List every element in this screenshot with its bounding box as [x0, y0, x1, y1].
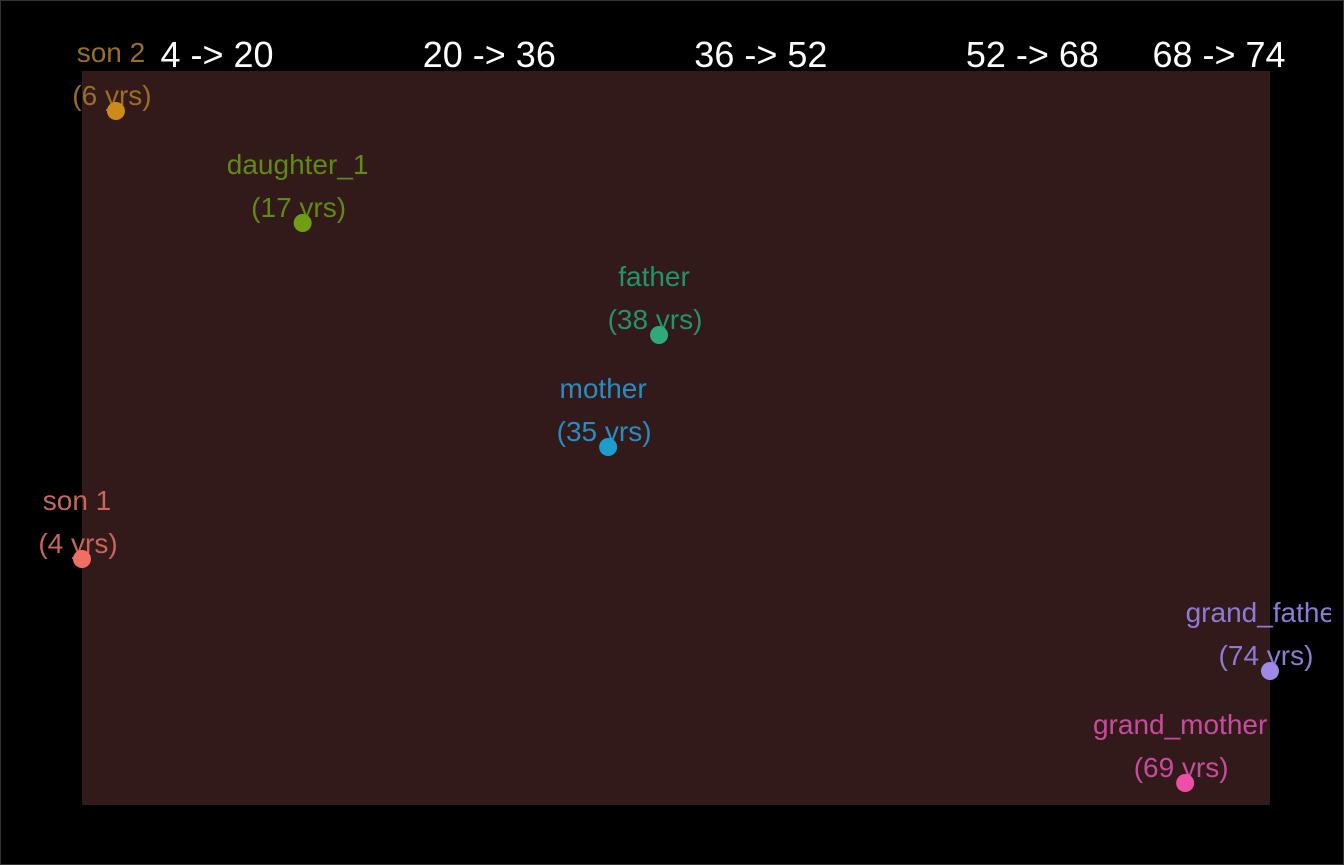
data-point-marker	[106, 102, 125, 120]
data-point-group: grand_father(74 yrs)	[1186, 597, 1344, 680]
point-name-label: father	[618, 261, 690, 292]
age-band-label: 68 -> 74	[1152, 34, 1285, 75]
point-name-label: mother	[560, 373, 647, 404]
data-point-group: grand_mother(69 yrs)	[1093, 709, 1267, 792]
age-band-label: 4 -> 20	[160, 34, 273, 75]
point-name-label: grand_mother	[1093, 709, 1267, 740]
age-band-labels: 4 -> 20 20 -> 36 36 -> 52 52 -> 68 68 -> 74	[160, 34, 1285, 75]
data-point-marker	[1261, 662, 1279, 680]
data-points: son 2(6 yrs) daughter_1(17 yrs) father(38 …	[38, 37, 1344, 792]
age-band-label: 52 -> 68	[966, 34, 1099, 75]
data-point-group: father(38 yrs)	[608, 261, 702, 344]
data-point-marker	[599, 438, 618, 456]
point-name-label: grand_father	[1186, 597, 1344, 628]
data-point-marker	[1176, 774, 1195, 792]
data-point-group: son 2(6 yrs)	[72, 37, 152, 120]
data-point-marker	[293, 214, 312, 232]
data-point-group: daughter_1(17 yrs)	[227, 149, 369, 232]
data-point-marker	[650, 326, 669, 344]
age-band-label: 36 -> 52	[694, 34, 827, 75]
age-band-label: 20 -> 36	[423, 34, 556, 75]
data-point-marker	[73, 550, 91, 568]
point-name-label: son 1	[43, 485, 112, 516]
data-point-group: mother(35 yrs)	[557, 373, 652, 456]
point-name-label: daughter_1	[227, 149, 369, 180]
point-name-label: son 2	[77, 37, 146, 68]
plot-background	[82, 71, 1270, 805]
data-point-group: son 1(4 yrs)	[38, 485, 118, 568]
